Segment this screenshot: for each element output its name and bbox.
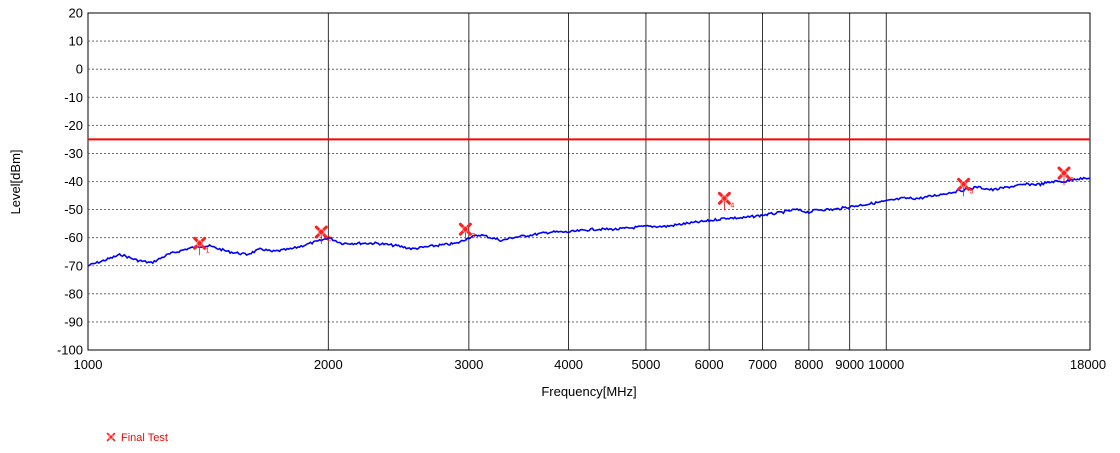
y-tick-label: -10: [64, 90, 83, 105]
legend-marker-icon: [106, 432, 116, 442]
y-tick-label: -100: [57, 343, 83, 358]
x-axis-label: Frequency[MHz]: [541, 384, 636, 399]
final-test-marker: [957, 177, 971, 191]
marker-number: 2: [327, 236, 331, 243]
y-tick-labels: 20 10 0 -10 -20 -30 -40 -50 -60 -70 -80 -90 -100: [57, 6, 83, 358]
x-tick-label: 8000: [794, 357, 823, 372]
marker-number: 4: [730, 202, 734, 209]
x-tick-labels: 1000 2000 3000 4000 5000 6000 7000 8000 9000 1000…: [74, 357, 1107, 372]
final-test-marker: [314, 225, 328, 239]
marker-number: 3: [471, 233, 475, 240]
marker-number: 5: [970, 188, 974, 195]
marker-group: 1 2 3 4 5 6: [193, 166, 1074, 256]
legend-label: Final Test: [121, 432, 168, 444]
y-axis-label: Level[dBm]: [8, 149, 23, 214]
x-tick-label: 7000: [748, 357, 777, 372]
x-tick-label: 5000: [631, 357, 660, 372]
final-test-marker: [193, 236, 207, 250]
y-tick-label: -40: [64, 174, 83, 189]
x-tick-label: 18000: [1070, 357, 1106, 372]
y-tick-label: 20: [69, 6, 83, 21]
x-tick-label: 2000: [314, 357, 343, 372]
y-tick-label: -60: [64, 230, 83, 245]
y-tick-label: 10: [69, 34, 83, 49]
grid: [88, 13, 1090, 350]
y-tick-label: -90: [64, 314, 83, 329]
marker-number: 1: [206, 247, 210, 254]
x-tick-label: 1000: [74, 357, 103, 372]
y-tick-label: 0: [76, 62, 83, 77]
final-test-marker: [717, 191, 731, 205]
y-tick-label: -30: [64, 146, 83, 161]
x-tick-label: 10000: [868, 357, 904, 372]
legend: Final Test: [106, 432, 168, 444]
x-tick-label: 9000: [835, 357, 864, 372]
y-tick-label: -70: [64, 258, 83, 273]
final-test-marker: [458, 222, 472, 236]
x-tick-label: 3000: [454, 357, 483, 372]
series-group: [87, 176, 1091, 267]
marker-number: 6: [1070, 177, 1074, 184]
series-line: [87, 176, 1091, 267]
final-test-marker: [1057, 166, 1071, 180]
y-tick-label: -20: [64, 118, 83, 133]
legend-cross: [106, 432, 116, 442]
y-tick-label: -50: [64, 202, 83, 217]
x-tick-label: 6000: [695, 357, 724, 372]
x-tick-label: 4000: [554, 357, 583, 372]
y-tick-label: -80: [64, 286, 83, 301]
